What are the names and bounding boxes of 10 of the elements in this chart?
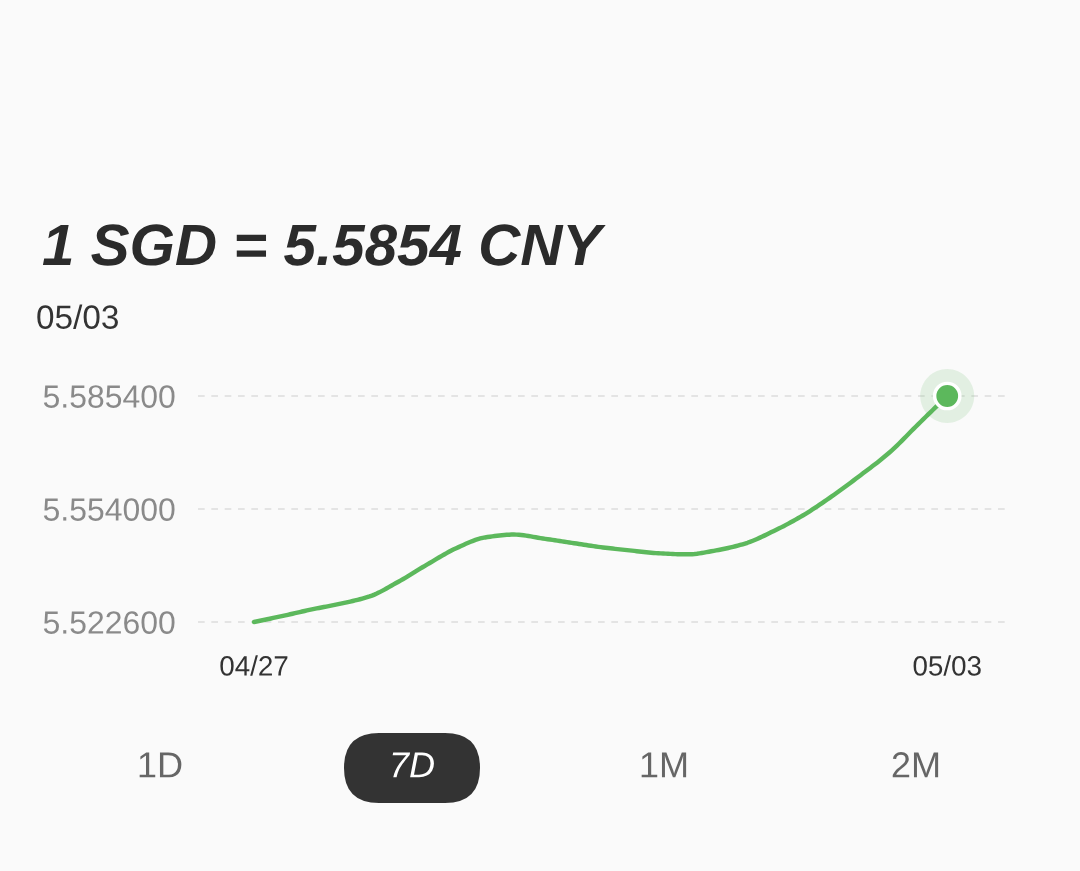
text: 7D [392,752,434,778]
y-tick-label: 5.554000 [43,498,175,521]
text: 2M [892,752,939,778]
text: 1M [641,752,687,778]
y-tick-label: 5.522600 [43,611,175,634]
text: 1D [139,752,182,778]
y-tick-label: 5.585400 [43,385,175,408]
chart-subtitle: 05/03 [37,304,118,329]
chart-title: 1 SGD = 5.5854 CNY [42,224,606,266]
x-tick-label: 04/27 [220,655,288,676]
